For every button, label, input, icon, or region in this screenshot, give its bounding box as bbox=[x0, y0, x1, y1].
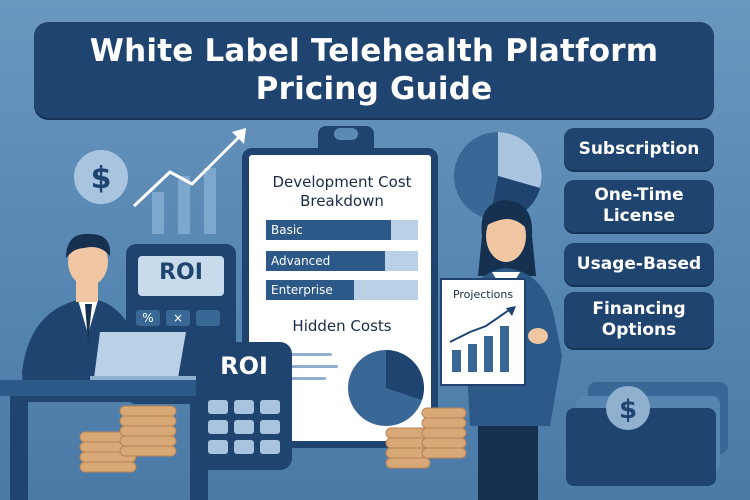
pill-subscription: Subscription bbox=[564, 128, 714, 170]
cost-bar-label: Basic bbox=[271, 223, 303, 237]
text-line bbox=[288, 377, 326, 380]
clipboard-title: Development Cost Breakdown bbox=[252, 173, 432, 211]
pill-label: Options bbox=[601, 320, 677, 340]
coin-stack bbox=[119, 405, 177, 457]
pill-label: Usage-Based bbox=[576, 253, 702, 274]
pill-one-time-license: One-Time License bbox=[564, 180, 714, 232]
trend-bar bbox=[178, 176, 190, 234]
svg-text:$: $ bbox=[91, 161, 112, 196]
cost-bar-fill bbox=[266, 280, 355, 300]
trend-arrowhead bbox=[232, 128, 246, 144]
back-calculator-label: ROI bbox=[159, 260, 203, 285]
projections-title: Projections bbox=[452, 288, 514, 301]
page-title-line2: Pricing Guide bbox=[255, 71, 493, 107]
trend-arrow-icon bbox=[132, 128, 246, 234]
key-times: × bbox=[172, 311, 184, 325]
man-head bbox=[68, 238, 108, 286]
page-title-line1: White Label Telehealth Platform bbox=[89, 33, 659, 69]
pill-label: One-Time bbox=[594, 185, 684, 205]
cost-bar: Advanced bbox=[266, 251, 418, 271]
cost-bar-fill bbox=[266, 220, 391, 240]
cost-bar-label: Advanced bbox=[271, 254, 331, 268]
coin-stack bbox=[385, 407, 467, 469]
cost-bar-label: Enterprise bbox=[271, 283, 333, 297]
pill-label: Financing bbox=[592, 299, 686, 319]
pill-label: License bbox=[602, 206, 676, 226]
laptop bbox=[94, 332, 186, 378]
clipboard-title-line1: Development Cost bbox=[272, 173, 412, 191]
dollar-icon: $ bbox=[74, 150, 128, 204]
cost-bar: Basic bbox=[266, 220, 418, 240]
pill-financing-options: Financing Options bbox=[564, 292, 714, 348]
dollar-icon bbox=[606, 386, 650, 430]
clipboard-title-line2: Breakdown bbox=[300, 192, 384, 210]
key-percent: % bbox=[142, 311, 154, 325]
front-calculator-label: ROI bbox=[220, 352, 268, 380]
hidden-costs-heading: Hidden Costs bbox=[292, 317, 392, 335]
cash-icon: $ bbox=[566, 382, 728, 486]
trend-line bbox=[132, 132, 244, 208]
title-banner: White Label Telehealth Platform Pricing … bbox=[34, 22, 714, 118]
pill-usage-based: Usage-Based bbox=[564, 243, 714, 285]
projections-chart bbox=[449, 306, 516, 372]
pie-chart-icon bbox=[348, 350, 424, 426]
trend-bar bbox=[204, 168, 216, 234]
text-line bbox=[288, 353, 332, 356]
cost-bar: Enterprise bbox=[266, 280, 418, 300]
pill-label: Subscription bbox=[578, 138, 700, 159]
trend-bar bbox=[152, 192, 164, 234]
text-line bbox=[288, 365, 338, 368]
desk bbox=[0, 380, 240, 396]
cost-bar-fill bbox=[266, 251, 385, 271]
woman-head bbox=[486, 210, 526, 262]
clipboard-clip-hole bbox=[334, 128, 358, 140]
svg-text:$: $ bbox=[619, 395, 637, 425]
front-calculator bbox=[196, 342, 292, 470]
